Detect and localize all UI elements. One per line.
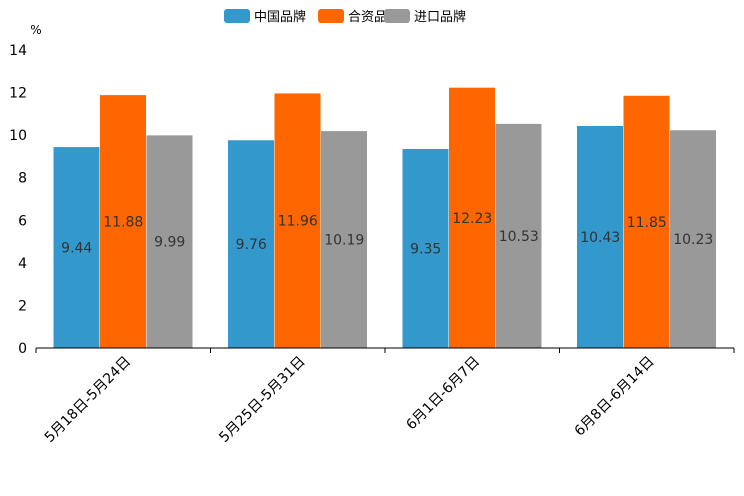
legend-swatch [384,9,410,23]
bar [228,140,274,348]
bar-value-label: 12.23 [452,211,492,227]
legend-swatch [318,9,344,23]
bar-value-label: 11.96 [278,214,318,230]
x-tick-label: 6月8日-6月14日 [572,354,658,440]
bar [402,148,449,348]
legend-swatch [224,9,250,23]
bar-value-label: 10.43 [580,230,620,246]
bar-value-label: 9.76 [236,237,267,253]
bar-value-label: 10.23 [673,232,713,248]
legend: 中国品牌 合资品牌 进口品牌 [224,9,466,25]
y-axis: 0 2 4 6 8 10 12 14 [9,43,27,357]
y-tick-label: 2 [18,298,27,314]
x-tick-label: 5月18日-5月24日 [42,354,134,446]
x-tick-label: 5月25日-5月31日 [216,354,308,446]
y-tick-label: 0 [18,341,27,357]
bar-value-label: 11.85 [627,215,667,231]
bar [53,147,100,348]
x-axis: 5月18日-5月24日 5月25日-5月31日 6月1日-6月7日 6月8日-6月14… [35,347,735,446]
bar [146,135,193,348]
bar-value-label: 11.88 [103,215,143,231]
bar [670,130,716,348]
bar-value-label: 9.99 [154,235,185,251]
bar [449,87,495,348]
bar [274,93,321,349]
bar [495,123,542,349]
y-tick-label: 14 [9,43,27,59]
bar [100,95,146,348]
y-tick-label: 12 [9,86,27,102]
bar [623,95,670,348]
y-tick-label: 6 [18,213,27,229]
y-tick-label: 8 [18,171,27,187]
y-tick-label: 10 [9,128,27,144]
bar-value-label: 10.53 [499,229,539,245]
bars: 9.44 11.88 9.99 9.76 11.96 10.19 9.35 12.23 10.5… [53,87,716,349]
legend-label: 中国品牌 [254,9,306,25]
x-tick-label: 6月1日-6月7日 [403,354,483,434]
bar-value-label: 9.44 [61,241,92,257]
legend-label: 进口品牌 [414,9,466,25]
y-tick-label: 4 [18,256,27,272]
bar [577,125,623,349]
bar [321,131,367,348]
y-axis-unit-label: % [30,23,41,37]
bar-value-label: 10.19 [324,233,364,249]
bar-value-label: 9.35 [410,241,441,257]
